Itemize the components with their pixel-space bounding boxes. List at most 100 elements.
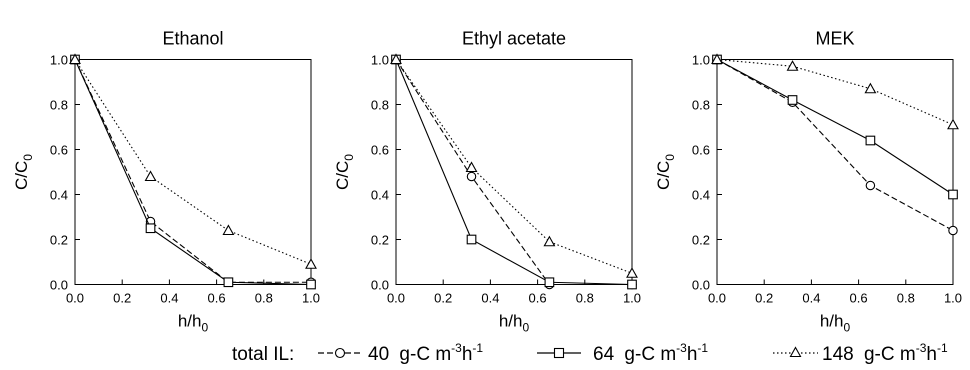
legend-unit-sup2-s64: -1: [697, 341, 708, 355]
series-line-s148: [74, 59, 312, 265]
legend-item-s148: 148 g-C m-3h-1: [773, 341, 948, 365]
y-axis-label: C/C0: [333, 154, 356, 190]
data-point-s40: [948, 225, 958, 236]
y-tick-label: 0.6: [371, 143, 389, 158]
x-tick-label: 1.0: [944, 291, 962, 306]
data-point-s148: [947, 118, 959, 130]
y-tick-label: 1.0: [371, 53, 389, 68]
data-point-s64: [544, 277, 555, 288]
x-tick-label: 0.2: [113, 291, 131, 306]
y-tick-label: 1.0: [692, 53, 710, 68]
x-tick-label: 0.0: [708, 291, 726, 306]
data-point-s148: [222, 224, 235, 236]
chart-panel-2: Ethyl acetate 0.0 0.2 0.4 0.6 0.8 1.0 0.0 0.2 0.4…: [333, 29, 641, 335]
chart-title: Ethanol: [162, 29, 223, 49]
x-tick-label: 0.4: [160, 291, 178, 306]
y-tick-label: 0.6: [50, 143, 68, 158]
y-tick-label: 0.2: [50, 233, 68, 248]
x-tick-label: 0.8: [897, 291, 915, 306]
data-point-s148: [711, 53, 723, 65]
legend-unit-mid-s148: h: [926, 344, 937, 365]
data-point-s40: [466, 171, 477, 182]
data-point-s148: [543, 235, 556, 247]
series-line-s64: [395, 59, 633, 286]
data-point-s148: [305, 258, 317, 269]
plot-frame: [395, 59, 633, 285]
legend-label-s148: 148 g-C m-3h-1: [822, 341, 948, 365]
x-tick-label: 0.6: [850, 291, 868, 306]
legend-label-s64: 64 g-C m-3h-1: [593, 341, 708, 365]
x-tick-label: 0.2: [434, 291, 452, 306]
legend-unit-s40: g-C m: [399, 344, 451, 365]
data-point-s64: [466, 234, 477, 245]
legend-item-s40: 40 g-C m-3h-1: [318, 341, 483, 365]
x-tick-label: 0.8: [576, 291, 594, 306]
data-point-s148: [465, 161, 478, 173]
data-point-s148: [390, 53, 402, 65]
series-line-s148: [395, 59, 633, 274]
legend-unit-s148: g-C m: [864, 344, 916, 365]
data-point-s148: [626, 267, 638, 278]
chart-title: Ethyl acetate: [462, 29, 566, 49]
legend-unit-sup1-s64: -3: [676, 341, 687, 355]
data-point-s64: [787, 95, 798, 105]
data-point-s64: [627, 279, 637, 290]
data-point-s64: [145, 223, 156, 234]
series-line-s148: [716, 58, 954, 126]
x-tick-label: 0.6: [208, 291, 226, 306]
data-point-s148: [144, 170, 157, 182]
y-tick-label: 0.2: [371, 233, 389, 248]
y-tick-label: 0.4: [692, 188, 710, 203]
data-point-s148: [786, 60, 799, 71]
legend-value-s40: 40: [368, 344, 389, 365]
data-point-s64: [223, 277, 234, 288]
legend-item-s64: 64 g-C m-3h-1: [537, 341, 708, 365]
y-tick-label: 0.8: [692, 98, 710, 113]
legend-unit-mid-s40: h: [462, 344, 473, 365]
plot-frame: [74, 59, 312, 285]
x-tick-label: 0.2: [755, 291, 773, 306]
y-tick-label: 0.0: [692, 278, 710, 293]
legend-unit-sup2-s40: -1: [472, 341, 483, 355]
legend-unit-s64: g-C m: [624, 344, 676, 365]
x-tick-label: 0.4: [481, 291, 499, 306]
data-point-s148: [864, 82, 877, 94]
series-line-s40: [74, 59, 311, 283]
legend-value-s64: 64: [593, 344, 615, 365]
y-tick-label: 0.2: [692, 233, 710, 248]
x-axis-label: h/h0: [499, 312, 530, 335]
series-line-s40: [716, 59, 954, 231]
y-tick-label: 0.8: [50, 98, 68, 113]
legend-unit-sup1-s40: -3: [451, 341, 462, 355]
data-point-s64: [306, 279, 316, 290]
series-line-s40: [395, 59, 632, 286]
chart-panel-1: Ethanol 0.0 0.2 0.4 0.6 0.8 1.0 0.0 0.2 0.4 0.6 0.8…: [12, 29, 320, 335]
x-tick-label: 0.8: [255, 291, 273, 306]
legend-unit-sup2-s148: -1: [937, 341, 948, 355]
legend-unit-sup1-s148: -3: [916, 341, 927, 355]
x-tick-label: 0.4: [802, 291, 820, 306]
y-tick-label: 0.4: [371, 188, 389, 203]
data-point-s40: [865, 180, 876, 191]
x-tick-label: 1.0: [302, 291, 320, 306]
plot-frame: [716, 59, 954, 285]
legend-marker-s40: [334, 347, 346, 359]
y-tick-label: 0.8: [371, 98, 389, 113]
legend-marker-s64: [553, 347, 565, 359]
x-axis-label: h/h0: [820, 312, 851, 335]
data-point-s64: [948, 189, 958, 200]
series-line-s64: [716, 59, 954, 195]
legend-prefix: total IL:: [232, 344, 294, 365]
x-tick-label: 0.6: [529, 291, 547, 306]
y-tick-label: 0.6: [692, 143, 710, 158]
y-tick-label: 0.4: [50, 188, 68, 203]
legend-label-s40: 40 g-C m-3h-1: [368, 341, 483, 365]
chart-title: MEK: [815, 29, 854, 49]
x-tick-label: 0.0: [66, 291, 84, 306]
series-line-s64: [74, 59, 312, 286]
legend-value-s148: 148: [822, 344, 854, 365]
y-tick-label: 1.0: [50, 53, 68, 68]
x-axis-label: h/h0: [178, 312, 209, 335]
data-point-s148: [69, 53, 81, 65]
